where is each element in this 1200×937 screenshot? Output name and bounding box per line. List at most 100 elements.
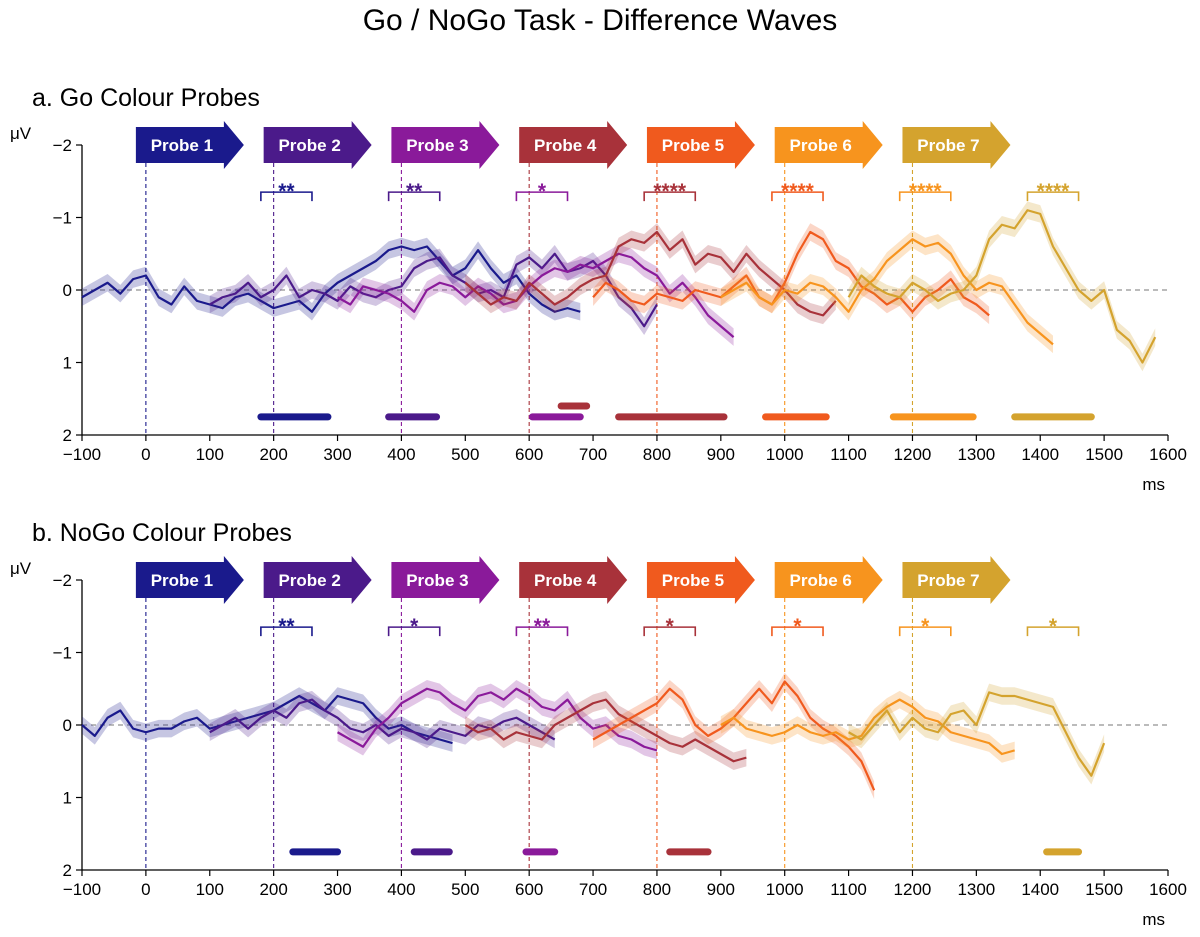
series-line bbox=[81, 694, 453, 745]
x-tick-label: 600 bbox=[515, 880, 543, 899]
x-tick-label: −100 bbox=[63, 445, 101, 464]
y-tick-label: −1 bbox=[53, 209, 72, 228]
x-tick-label: 800 bbox=[643, 880, 671, 899]
significance-stars: **** bbox=[909, 180, 943, 203]
y-tick-label: 0 bbox=[63, 281, 72, 300]
x-tick-label: 900 bbox=[707, 445, 735, 464]
probe-arrow bbox=[902, 556, 1011, 604]
series-line bbox=[209, 252, 658, 328]
significance-bracket bbox=[260, 626, 313, 637]
y-unit-label: μV bbox=[10, 559, 32, 578]
y-tick-label: 1 bbox=[63, 354, 72, 373]
y-tick-label: 2 bbox=[63, 426, 72, 445]
x-tick-label: 1300 bbox=[957, 445, 995, 464]
x-unit-label: ms bbox=[1142, 475, 1165, 494]
x-tick-label: 1100 bbox=[830, 445, 867, 464]
probe-arrow bbox=[135, 556, 244, 604]
probe-label: Probe 5 bbox=[662, 571, 724, 590]
series-line bbox=[209, 698, 556, 741]
series-line bbox=[847, 209, 1157, 364]
x-tick-label: 200 bbox=[259, 445, 287, 464]
probe-label: Probe 2 bbox=[278, 136, 340, 155]
significance-stars: **** bbox=[1037, 180, 1071, 203]
x-tick-label: 1500 bbox=[1085, 445, 1123, 464]
probe-label: Probe 3 bbox=[406, 136, 468, 155]
x-tick-label: 1200 bbox=[894, 880, 932, 899]
x-tick-label: 300 bbox=[323, 880, 351, 899]
x-tick-label: 1300 bbox=[957, 880, 995, 899]
x-tick-label: 1400 bbox=[1021, 880, 1059, 899]
y-tick-label: 0 bbox=[63, 716, 72, 735]
probe-label: Probe 6 bbox=[790, 571, 852, 590]
error-band bbox=[209, 245, 657, 335]
x-tick-label: 100 bbox=[196, 880, 224, 899]
x-tick-label: 1000 bbox=[766, 880, 804, 899]
probe-arrow bbox=[902, 121, 1011, 169]
y-tick-label: −2 bbox=[53, 136, 72, 155]
probe-label: Probe 1 bbox=[151, 136, 213, 155]
probe-arrow bbox=[263, 556, 372, 604]
significance-bracket bbox=[898, 191, 952, 202]
y-tick-label: −2 bbox=[53, 571, 72, 590]
significance-stars: ** bbox=[406, 180, 423, 203]
y-tick-label: −1 bbox=[53, 644, 72, 663]
probe-label: Probe 7 bbox=[917, 136, 979, 155]
x-tick-label: 1400 bbox=[1021, 445, 1059, 464]
probe-arrow bbox=[519, 556, 628, 604]
significance-stars: **** bbox=[781, 180, 815, 203]
probe-arrow bbox=[774, 556, 883, 604]
series-line bbox=[592, 230, 990, 317]
x-tick-label: −100 bbox=[63, 880, 101, 899]
significance-stars: ** bbox=[534, 615, 551, 638]
x-tick-label: 0 bbox=[141, 880, 150, 899]
significance-stars: **** bbox=[653, 180, 687, 203]
probe-label: Probe 7 bbox=[917, 571, 979, 590]
x-tick-label: 500 bbox=[451, 880, 479, 899]
error-band bbox=[593, 223, 990, 325]
significance-bracket bbox=[643, 191, 697, 202]
significance-stars: * bbox=[410, 615, 419, 638]
probe-label: Probe 2 bbox=[278, 571, 340, 590]
significance-stars: * bbox=[1049, 615, 1058, 638]
x-tick-label: 1200 bbox=[894, 445, 932, 464]
x-tick-label: 300 bbox=[323, 445, 351, 464]
x-tick-label: 0 bbox=[141, 445, 150, 464]
significance-stars: ** bbox=[278, 180, 295, 203]
x-tick-label: 100 bbox=[196, 445, 224, 464]
x-tick-label: 600 bbox=[515, 445, 543, 464]
significance-bracket bbox=[260, 191, 313, 202]
error-band bbox=[337, 680, 657, 760]
x-tick-label: 400 bbox=[387, 445, 415, 464]
y-unit-label: μV bbox=[10, 124, 32, 143]
significance-stars: * bbox=[921, 615, 930, 638]
x-tick-label: 1600 bbox=[1149, 880, 1187, 899]
x-unit-label: ms bbox=[1142, 910, 1165, 929]
x-tick-label: 900 bbox=[707, 880, 735, 899]
x-tick-label: 400 bbox=[387, 880, 415, 899]
y-tick-label: 1 bbox=[63, 789, 72, 808]
significance-bracket bbox=[643, 626, 697, 637]
series-line bbox=[336, 687, 658, 752]
significance-stars: * bbox=[793, 615, 802, 638]
significance-bracket bbox=[387, 626, 441, 637]
significance-bracket bbox=[771, 191, 824, 202]
significance-bracket bbox=[387, 191, 441, 202]
probe-label: Probe 1 bbox=[151, 571, 213, 590]
series-line bbox=[848, 691, 1106, 777]
error-band bbox=[465, 690, 747, 770]
panel-title: a. Go Colour Probes bbox=[32, 84, 260, 112]
significance-bracket bbox=[1026, 626, 1080, 637]
significance-stars: ** bbox=[278, 615, 295, 638]
panel-title: b. NoGo Colour Probes bbox=[32, 519, 292, 547]
probe-label: Probe 5 bbox=[662, 136, 724, 155]
significance-bracket bbox=[515, 191, 569, 202]
x-tick-label: 700 bbox=[579, 445, 607, 464]
significance-bracket bbox=[1026, 191, 1080, 202]
x-tick-label: 1600 bbox=[1149, 445, 1187, 464]
series-line bbox=[336, 252, 735, 338]
significance-bracket bbox=[515, 626, 569, 637]
probe-label: Probe 3 bbox=[406, 571, 468, 590]
